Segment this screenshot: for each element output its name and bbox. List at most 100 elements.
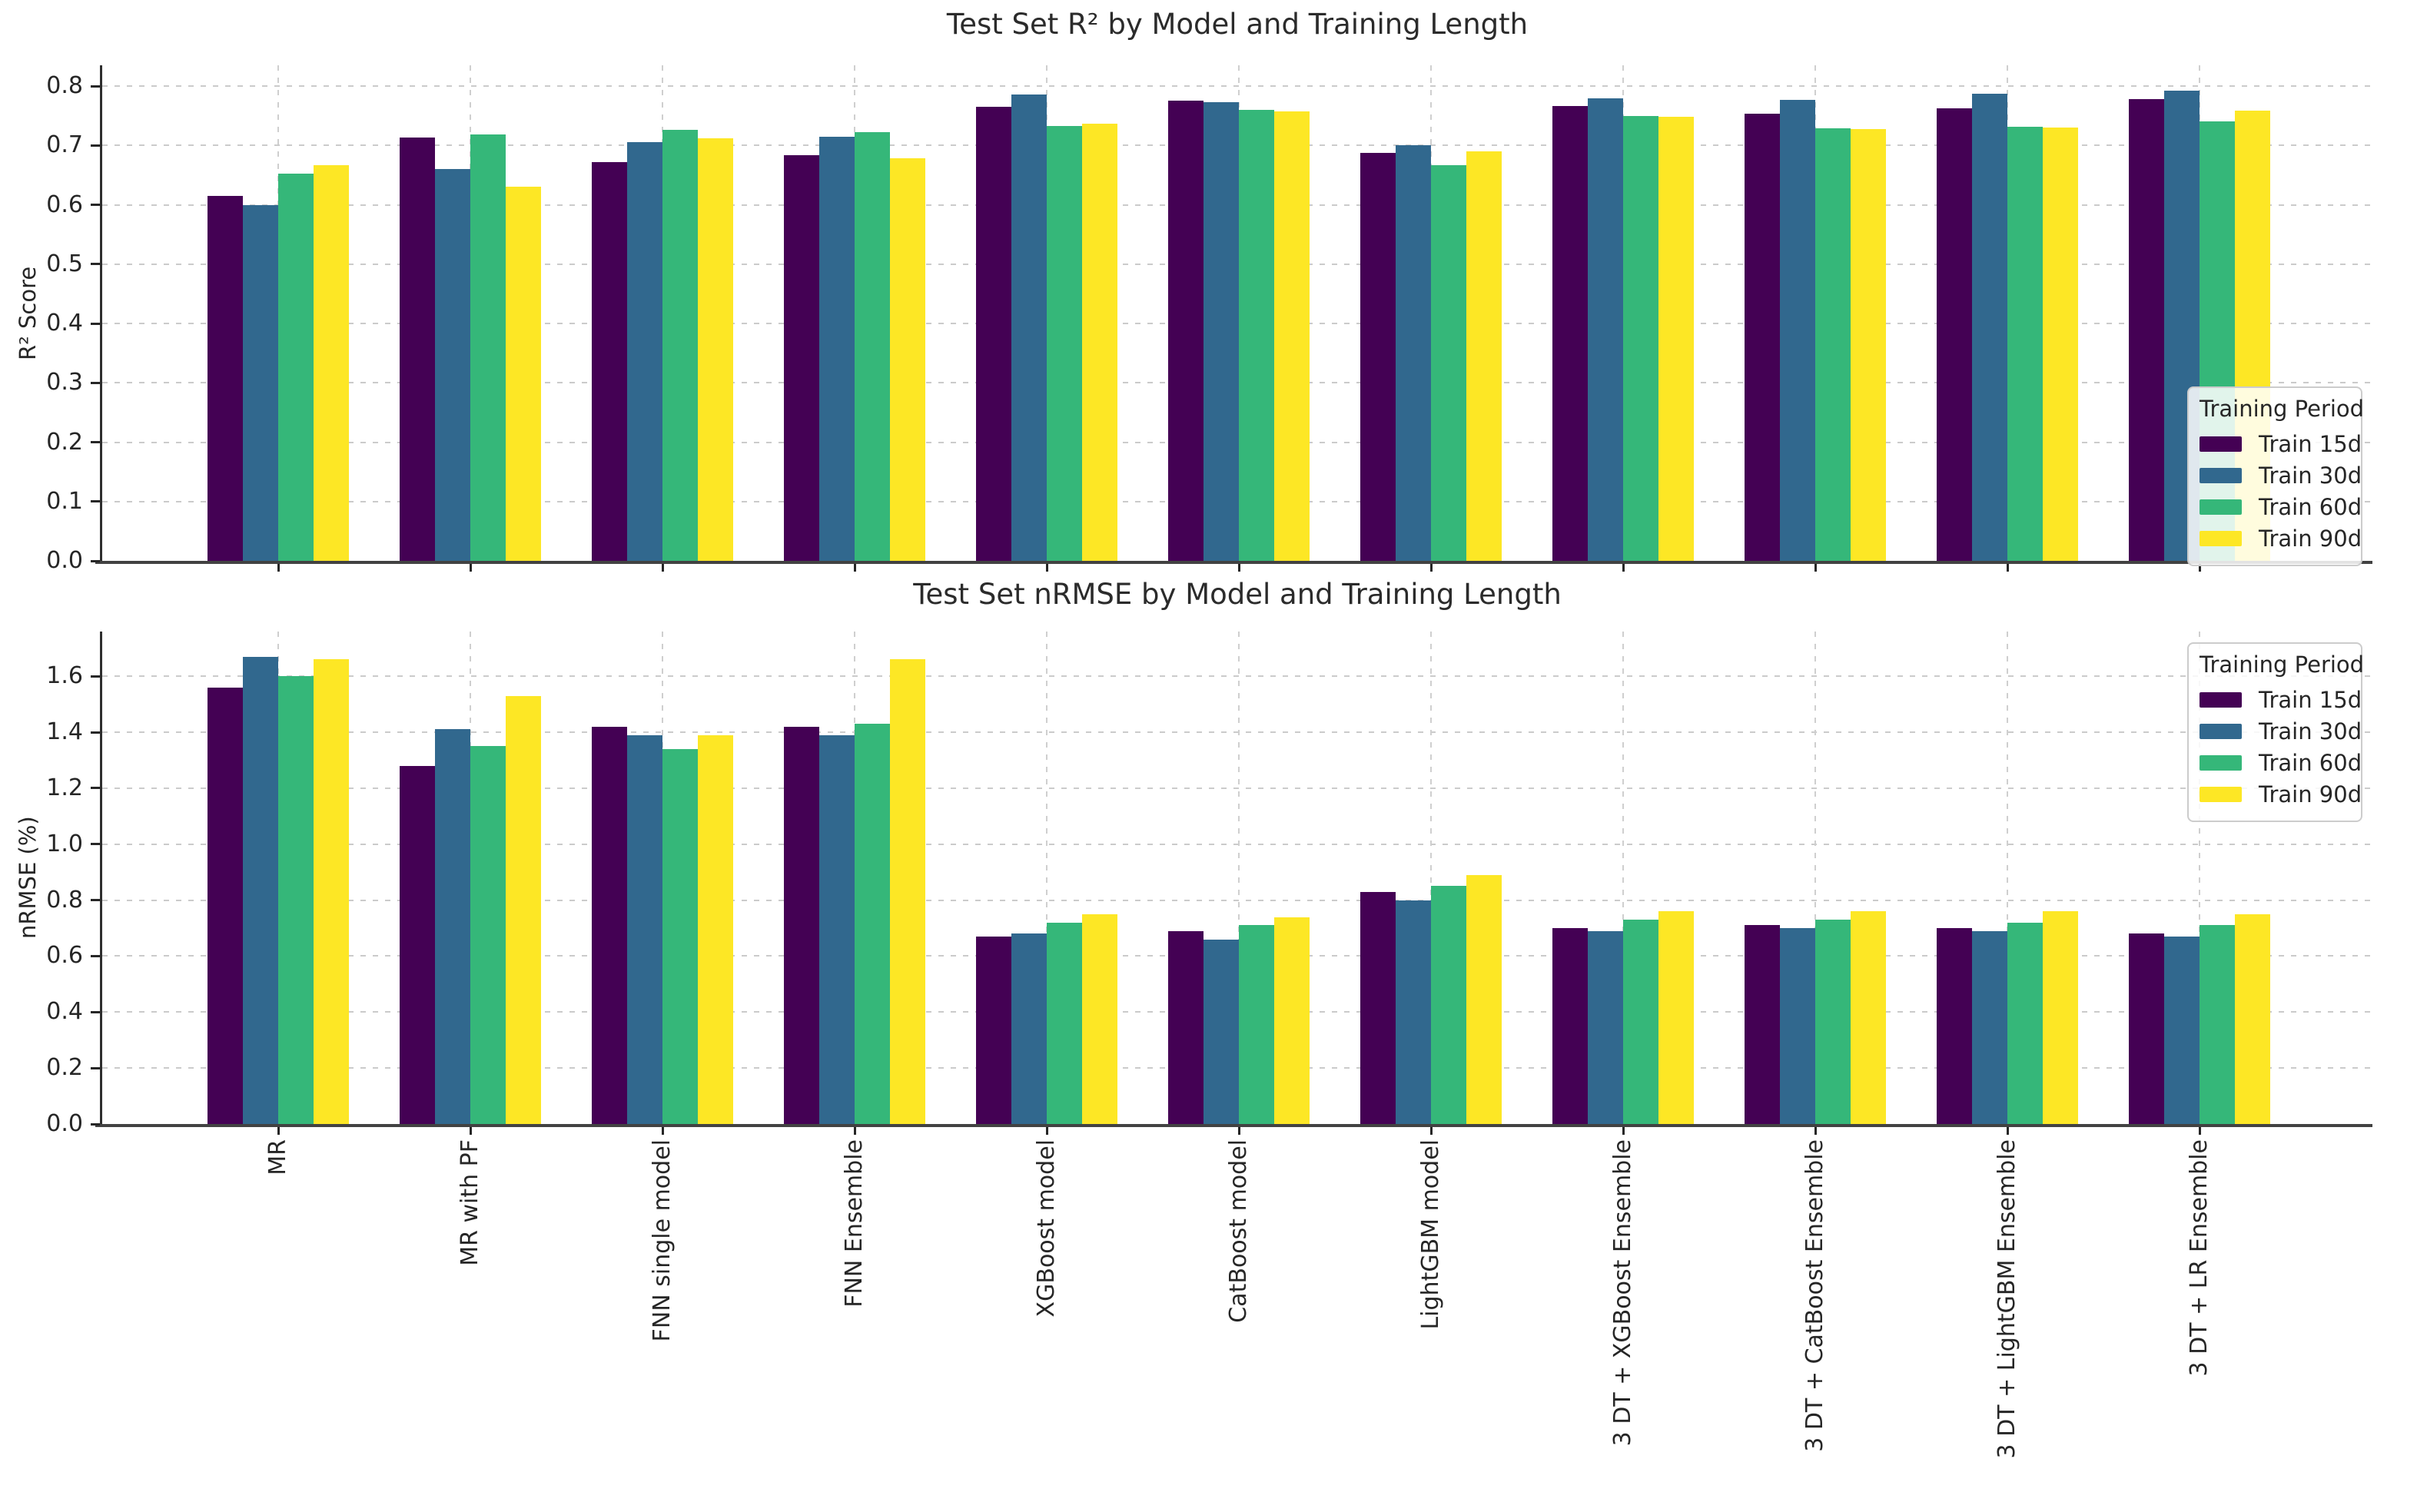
- bar-train-90d: [1082, 123, 1117, 561]
- legend: Training Period Train 15d Train 30d Train 6…: [2187, 642, 2364, 822]
- bar-train-15d: [2129, 933, 2164, 1124]
- gridline-h: [102, 843, 2372, 845]
- bar-train-90d: [698, 734, 733, 1124]
- gridline-v: [1046, 632, 1047, 1124]
- y-tick-label: 1.0: [46, 830, 83, 857]
- legend-item: Train 90d: [2200, 522, 2362, 554]
- y-tick-mark: [91, 899, 100, 902]
- y-tick-mark: [91, 85, 100, 88]
- bar-train-60d: [1239, 925, 1274, 1124]
- x-axis-spine: [95, 1124, 2372, 1127]
- bar-train-60d: [1623, 116, 1658, 561]
- x-tick-mark: [2198, 564, 2201, 572]
- bar-train-60d: [2200, 925, 2235, 1124]
- bar-train-15d: [976, 936, 1011, 1124]
- bar-train-30d: [1972, 94, 2007, 561]
- x-tick-mark: [1429, 564, 1433, 572]
- legend-swatch-train-90d: [2200, 530, 2242, 546]
- legend-item: Train 30d: [2200, 459, 2362, 491]
- bar-train-90d: [1274, 917, 1310, 1124]
- y-tick-label: 0.2: [46, 428, 83, 456]
- bar-train-60d: [2007, 127, 2043, 561]
- bar-train-15d: [1168, 930, 1204, 1124]
- bar-train-15d: [400, 138, 435, 561]
- legend-item: Train 60d: [2200, 747, 2362, 778]
- y-tick-label: 0.4: [46, 310, 83, 337]
- bar-train-60d: [662, 130, 698, 561]
- x-tick-label: FNN single model: [649, 1139, 676, 1342]
- x-tick-mark: [1814, 1127, 1817, 1135]
- bar-train-30d: [1396, 900, 1431, 1124]
- bar-train-30d: [1204, 939, 1239, 1124]
- legend-label: Train 30d: [2259, 462, 2362, 489]
- y-tick-mark: [91, 381, 100, 384]
- x-tick-label: XGBoost model: [1033, 1139, 1060, 1318]
- legend-swatch-train-30d: [2200, 723, 2242, 739]
- x-tick-label: LightGBM model: [1417, 1139, 1444, 1330]
- gridline-v: [1238, 632, 1240, 1124]
- y-tick-label: 0.6: [46, 942, 83, 970]
- y-axis-label-nrmse: nRMSE (%): [15, 816, 41, 940]
- gridline-h: [102, 675, 2372, 678]
- bar-train-60d: [662, 748, 698, 1124]
- bar-train-15d: [1360, 891, 1396, 1124]
- bar-train-90d: [2043, 128, 2078, 561]
- x-tick-mark: [277, 1127, 280, 1135]
- x-tick-label: FNN Ensemble: [841, 1139, 868, 1308]
- bar-train-15d: [784, 726, 819, 1124]
- bar-train-60d: [855, 131, 890, 561]
- gridline-h: [102, 731, 2372, 734]
- legend-label: Train 15d: [2259, 430, 2362, 457]
- bar-train-90d: [1658, 117, 1694, 561]
- y-tick-mark: [91, 263, 100, 266]
- x-tick-label: 3 DT + XGBoost Ensemble: [1609, 1139, 1636, 1447]
- y-tick-mark: [91, 500, 100, 503]
- y-tick-mark: [91, 1066, 100, 1069]
- bar-train-30d: [1204, 101, 1239, 561]
- y-tick-label: 0.4: [46, 998, 83, 1026]
- gridline-v: [2199, 632, 2200, 1124]
- bar-train-90d: [890, 158, 925, 561]
- y-tick-mark: [91, 787, 100, 790]
- bar-train-60d: [855, 724, 890, 1124]
- legend-item: Train 90d: [2200, 778, 2362, 810]
- y-tick-label: 1.4: [46, 718, 83, 746]
- x-tick-mark: [1622, 1127, 1625, 1135]
- x-tick-mark: [2006, 1127, 2009, 1135]
- bar-train-30d: [435, 729, 470, 1124]
- legend-label: Train 60d: [2259, 749, 2362, 776]
- bar-train-90d: [1851, 128, 1886, 561]
- x-tick-mark: [1045, 1127, 1048, 1135]
- y-tick-label: 0.0: [46, 547, 83, 574]
- gridline-h: [102, 85, 2372, 88]
- bar-train-15d: [208, 195, 243, 561]
- bar-train-15d: [2129, 99, 2164, 561]
- legend: Training Period Train 15d Train 30d Train 6…: [2187, 386, 2364, 566]
- y-tick-mark: [91, 441, 100, 444]
- y-tick-label: 1.2: [46, 774, 83, 801]
- y-tick-label: 0.8: [46, 886, 83, 914]
- y-tick-label: 0.6: [46, 191, 83, 218]
- x-tick-mark: [2198, 1127, 2201, 1135]
- x-axis-labels: MR MR with PF FNN single model FNN Ensemble…: [102, 1139, 2372, 1508]
- bar-train-15d: [1360, 152, 1396, 561]
- bar-train-30d: [1011, 94, 1047, 561]
- legend-label: Train 30d: [2259, 718, 2362, 744]
- bar-train-90d: [2235, 914, 2270, 1124]
- y-axis-spine: [100, 65, 102, 562]
- bar-train-60d: [470, 134, 506, 561]
- x-tick-label: MR: [264, 1139, 291, 1175]
- bar-train-60d: [1239, 109, 1274, 561]
- gridline-v: [1814, 632, 1816, 1124]
- bar-train-90d: [1466, 874, 1502, 1124]
- y-tick-label: 0.1: [46, 487, 83, 515]
- bar-train-60d: [1623, 920, 1658, 1124]
- gridline-v: [1430, 632, 1432, 1124]
- bar-train-90d: [890, 659, 925, 1124]
- y-tick-label: 0.0: [46, 1110, 83, 1137]
- chart-title-nrmse: Test Set nRMSE by Model and Training Len…: [913, 578, 1562, 611]
- bar-train-60d: [2007, 922, 2043, 1124]
- legend-label: Train 90d: [2259, 525, 2362, 552]
- bar-train-15d: [1745, 925, 1780, 1124]
- bar-train-30d: [627, 734, 662, 1124]
